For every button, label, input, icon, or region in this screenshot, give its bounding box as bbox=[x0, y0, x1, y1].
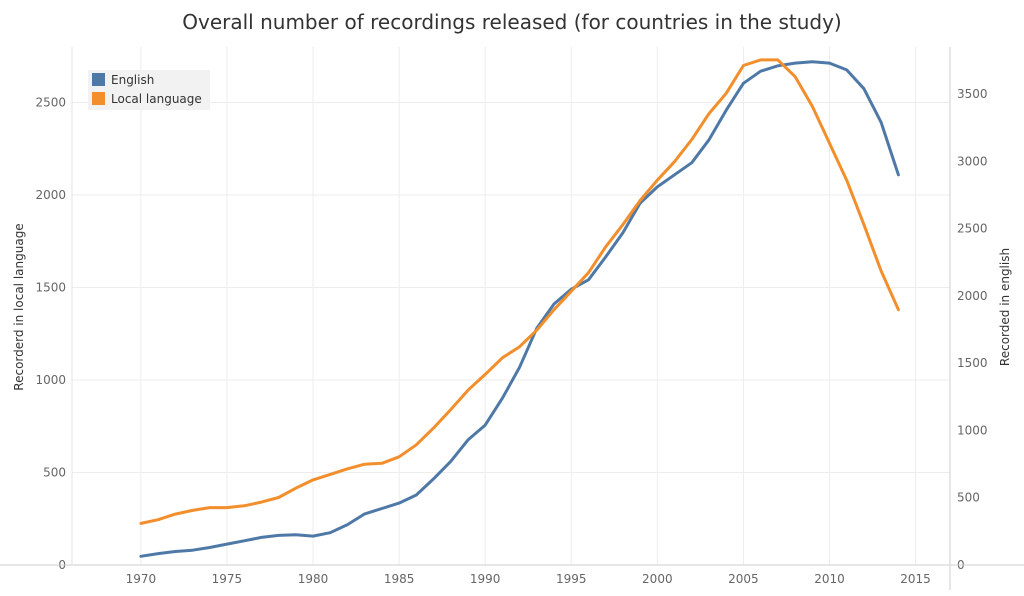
x-tick-label: 2010 bbox=[814, 572, 845, 586]
x-tick-label: 2005 bbox=[728, 572, 759, 586]
y-left-tick-label: 1500 bbox=[35, 281, 66, 295]
x-tick-label: 1990 bbox=[470, 572, 501, 586]
y-right-tick-label: 2000 bbox=[957, 289, 988, 303]
y-axis-left-title: Recorderd in local language bbox=[12, 223, 26, 390]
y-left-tick-label: 1000 bbox=[35, 373, 66, 387]
x-tick-label: 1985 bbox=[384, 572, 415, 586]
y-right-tick-label: 3500 bbox=[957, 87, 988, 101]
x-tick-label: 1975 bbox=[212, 572, 243, 586]
legend-background bbox=[88, 70, 210, 110]
x-tick-label: 2015 bbox=[900, 572, 931, 586]
series-line-local-language bbox=[139, 58, 900, 525]
y-right-tick-label: 500 bbox=[957, 491, 980, 505]
legend-swatch-english bbox=[92, 73, 105, 86]
legend-swatch-local-language bbox=[92, 92, 105, 105]
y-right-tick-label: 2500 bbox=[957, 222, 988, 236]
legend-label-local-language: Local language bbox=[111, 92, 202, 106]
x-tick-label: 2000 bbox=[642, 572, 673, 586]
legend-label-english: English bbox=[111, 73, 154, 87]
series-line-english bbox=[139, 60, 900, 558]
x-tick-label: 1970 bbox=[126, 572, 157, 586]
y-right-tick-label: 3000 bbox=[957, 154, 988, 168]
chart-title: Overall number of recordings released (f… bbox=[182, 10, 841, 34]
y-axis-right-title: Recorded in english bbox=[998, 248, 1012, 366]
y-left-tick-label: 500 bbox=[43, 466, 66, 480]
plot-area: 1970 1975 1980 1985 1990 1995 2000 2005 2010 2015… bbox=[0, 47, 1024, 590]
y-right-tick-label: 1500 bbox=[957, 356, 988, 370]
y-left-tick-label: 2000 bbox=[35, 188, 66, 202]
x-tick-label: 1995 bbox=[556, 572, 587, 586]
legend: English Local language bbox=[88, 70, 210, 110]
y-right-tick-label: 1000 bbox=[957, 423, 988, 437]
x-tick-label: 1980 bbox=[298, 572, 329, 586]
y-left-tick-label: 2500 bbox=[35, 96, 66, 110]
